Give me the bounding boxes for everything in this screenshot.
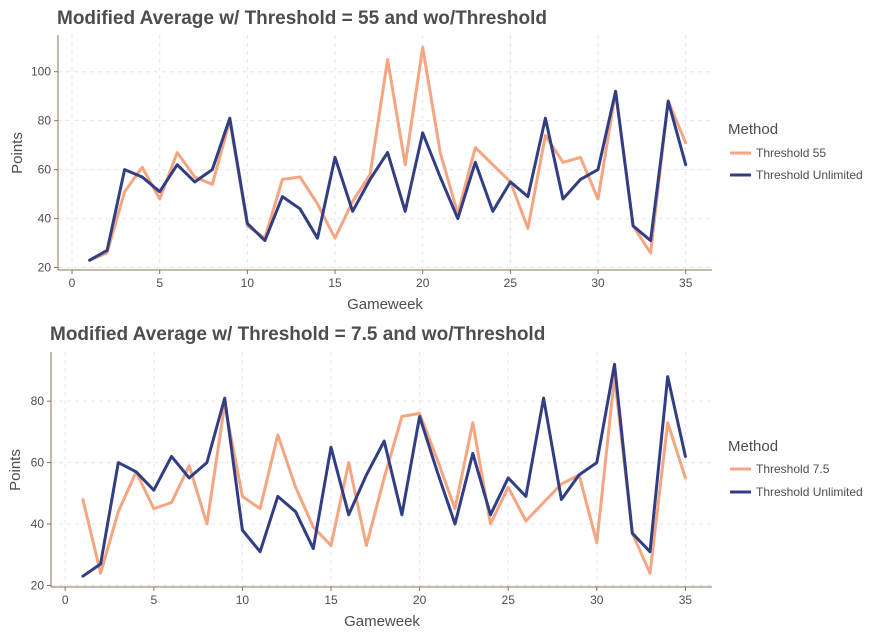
x-tick-label: 0 [62,593,69,607]
x-axis-title: Gameweek [344,613,420,630]
y-tick-label: 40 [38,212,52,226]
x-tick-label: 30 [590,593,604,607]
legend-label-threshold: Threshold 55 [756,146,826,160]
x-tick-label: 15 [328,276,342,290]
x-tick-label: 10 [241,276,255,290]
x-tick-label: 20 [416,276,430,290]
gridlines [51,352,712,587]
y-tick-label: 100 [31,65,51,79]
y-tick-label: 60 [38,163,52,177]
series-line-unlimited [88,89,688,262]
legend-title: Method [728,438,778,455]
y-axis-title: Points [9,132,26,174]
x-tick-label: 25 [504,276,518,290]
x-tick-label: 0 [69,276,76,290]
chart-title: Modified Average w/ Threshold = 55 and w… [57,8,547,29]
x-tick-label: 5 [156,276,163,290]
series-line-threshold [88,45,688,262]
x-tick-label: 15 [324,593,338,607]
chart-threshold-55: Modified Average w/ Threshold = 55 and w… [9,8,863,313]
legend-label-unlimited: Threshold Unlimited [756,485,863,499]
chart-title: Modified Average w/ Threshold = 7.5 and … [50,324,545,345]
series-line-threshold [81,375,687,575]
x-tick-label: 25 [502,593,516,607]
legend-label-unlimited: Threshold Unlimited [756,168,863,182]
y-tick-label: 20 [31,578,45,592]
y-tick-label: 40 [31,517,45,531]
y-tick-label: 20 [38,261,52,275]
legend-label-threshold: Threshold 7.5 [756,462,830,476]
y-axis-title: Points [7,449,24,491]
y-tick-label: 80 [31,394,45,408]
x-tick-label: 20 [413,593,427,607]
x-tick-label: 35 [679,593,693,607]
x-axis-title: Gameweek [347,296,423,313]
x-tick-label: 35 [679,276,693,290]
y-tick-label: 60 [31,456,45,470]
y-tick-label: 80 [38,114,52,128]
x-tick-label: 5 [150,593,157,607]
legend-title: Method [728,121,778,138]
chart-threshold-7-5: Modified Average w/ Threshold = 7.5 and … [7,324,863,630]
series-line-unlimited [81,362,687,578]
x-tick-label: 10 [236,593,250,607]
x-tick-label: 30 [591,276,605,290]
